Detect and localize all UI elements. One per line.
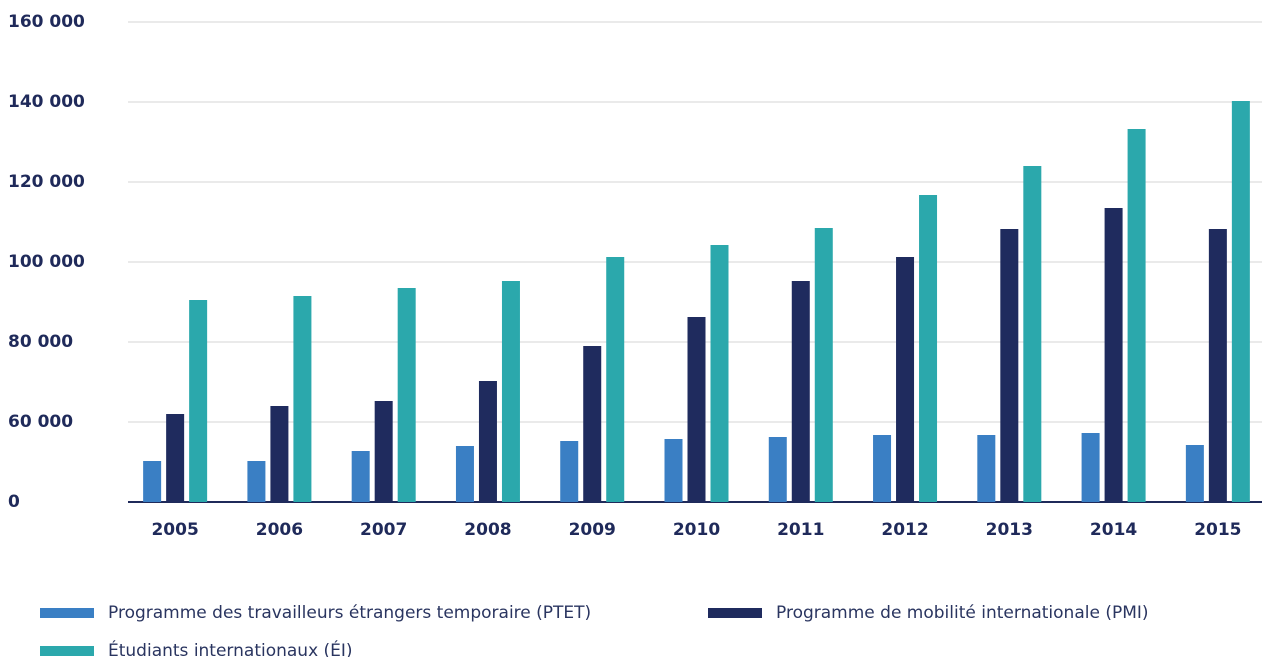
bar	[1127, 129, 1146, 502]
bar	[977, 435, 996, 502]
bar	[710, 245, 729, 502]
legend-label: Programme de mobilité internationale (PM…	[776, 603, 1149, 623]
bar	[1104, 208, 1123, 502]
y-tick-label: 160 000	[8, 12, 85, 32]
bar	[606, 257, 625, 502]
y-tick-label: 120 000	[8, 172, 85, 192]
bar	[873, 435, 892, 502]
bar	[560, 441, 579, 502]
bar	[293, 296, 312, 502]
bar	[455, 446, 474, 502]
x-tick-label: 2015	[1194, 520, 1241, 540]
bar	[143, 461, 162, 502]
bar	[919, 195, 938, 502]
bar	[166, 414, 185, 502]
y-tick-label: 0	[8, 492, 20, 512]
legend-label: Programme des travailleurs étrangers tem…	[108, 603, 591, 623]
legend-label: Étudiants internationaux (ÉI)	[108, 639, 353, 657]
bar	[664, 439, 683, 502]
legend-swatch	[708, 608, 762, 618]
bar	[247, 461, 266, 502]
bar	[1000, 229, 1019, 502]
bar	[1081, 433, 1100, 502]
y-tick-label: 60 000	[8, 412, 73, 432]
bar	[687, 317, 706, 502]
bar	[896, 257, 915, 502]
x-tick-label: 2012	[881, 520, 928, 540]
legend-swatch	[40, 646, 94, 656]
legend-swatch	[40, 608, 94, 618]
bar	[478, 381, 497, 502]
y-tick-label: 100 000	[8, 252, 85, 272]
bar	[1185, 445, 1204, 502]
bar	[1208, 229, 1227, 502]
x-tick-label: 2013	[986, 520, 1033, 540]
x-tick-label: 2014	[1090, 520, 1137, 540]
y-tick-label: 80 000	[8, 332, 73, 352]
bar	[351, 451, 370, 502]
bar	[1023, 166, 1042, 502]
bar	[374, 401, 393, 502]
bar	[583, 346, 602, 502]
bar	[791, 281, 810, 502]
bar	[270, 406, 289, 502]
bar	[768, 437, 787, 502]
bar	[501, 281, 520, 502]
x-tick-label: 2008	[464, 520, 511, 540]
x-tick-label: 2010	[673, 520, 720, 540]
bar	[1231, 101, 1250, 502]
x-tick-label: 2011	[777, 520, 824, 540]
x-tick-label: 2009	[569, 520, 616, 540]
y-tick-label: 140 000	[8, 92, 85, 112]
x-tick-label: 2005	[151, 520, 198, 540]
bar	[814, 228, 833, 502]
bar	[189, 300, 208, 502]
bar	[397, 288, 416, 502]
x-tick-label: 2006	[256, 520, 303, 540]
x-tick-label: 2007	[360, 520, 407, 540]
